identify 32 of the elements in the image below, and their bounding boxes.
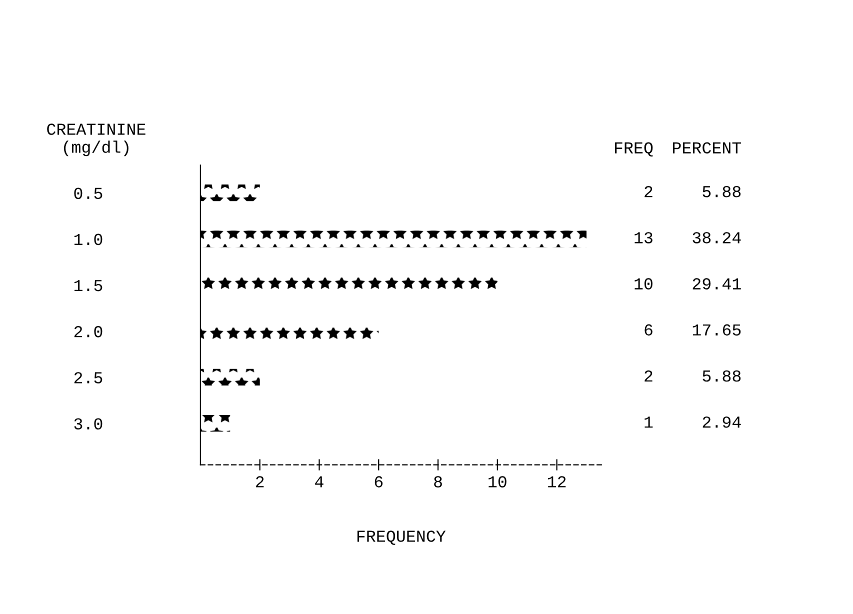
data-label: 10	[634, 278, 652, 290]
y-tick-label: 3.0	[74, 418, 102, 430]
x-tick-label: 12	[548, 476, 566, 488]
text: FREQ	[615, 142, 653, 156]
y-tick-label: 1.0	[74, 234, 102, 246]
x-axis-title: FREQUENCY	[357, 530, 446, 545]
text: 5.88	[702, 370, 741, 382]
text: PERCENT	[672, 142, 742, 154]
text: 5.88	[702, 186, 741, 198]
data-label: 1	[644, 416, 653, 428]
x-tick-label: 8	[434, 476, 442, 488]
y-tick-label: 0.5	[74, 188, 102, 200]
bar	[200, 230, 587, 248]
bar	[200, 368, 260, 386]
text: 17.65	[692, 324, 741, 336]
x-tick-label: 2	[256, 476, 264, 488]
y-tick-label: 2.5	[74, 372, 102, 384]
text: 29.41	[692, 278, 741, 290]
text: 38.24	[692, 232, 741, 244]
data-label: 13	[634, 232, 652, 244]
x-tick-label: 6	[374, 476, 383, 488]
text: 2.94	[702, 416, 741, 428]
bar	[200, 415, 230, 432]
y-tick-label: 2.0	[74, 326, 102, 338]
x-tick-label: 4	[315, 476, 324, 488]
data-label: 2	[644, 186, 652, 198]
data-label: 2	[644, 370, 652, 382]
bar	[200, 184, 260, 202]
data-label: 6	[644, 324, 652, 336]
y-axis-title: CREATININE (mg/dl)	[47, 124, 146, 156]
y-tick-label: 1.5	[74, 280, 102, 292]
x-tick-label: 10	[488, 476, 506, 488]
